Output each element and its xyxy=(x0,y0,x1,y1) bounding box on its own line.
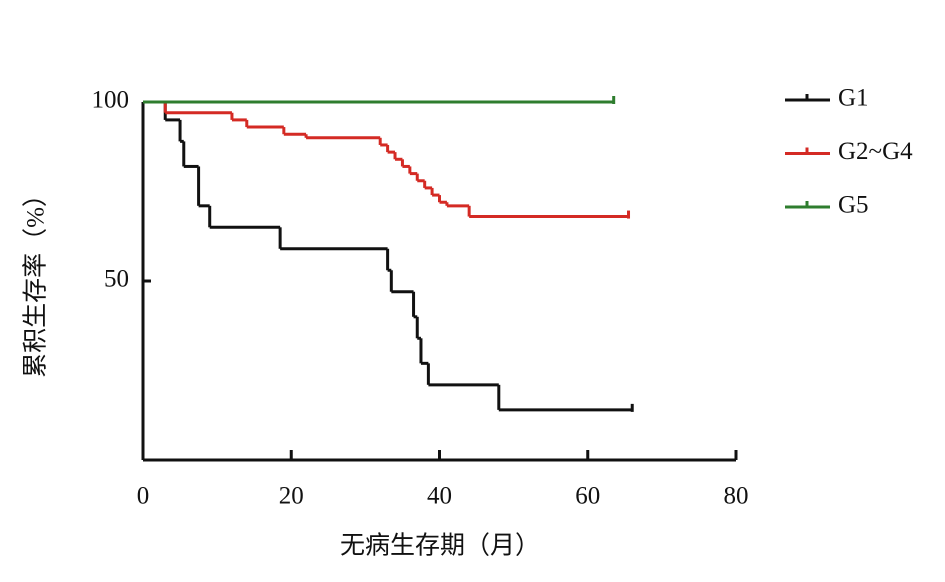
x-tick-label: 80 xyxy=(724,483,749,510)
legend-label: G1 xyxy=(838,85,869,112)
legend-label: G5 xyxy=(838,192,869,219)
x-axis-label: 无病生存期（月） xyxy=(340,532,540,560)
y-tick-label: 100 xyxy=(92,87,130,114)
x-tick-label: 0 xyxy=(137,483,150,510)
x-tick-label: 40 xyxy=(427,483,452,510)
x-tick-label: 20 xyxy=(279,483,304,510)
y-tick-label: 50 xyxy=(104,266,129,293)
legend-label: G2~G4 xyxy=(838,138,913,165)
y-axis-label: 累积生存率（%） xyxy=(22,182,50,378)
x-tick-label: 60 xyxy=(575,483,600,510)
